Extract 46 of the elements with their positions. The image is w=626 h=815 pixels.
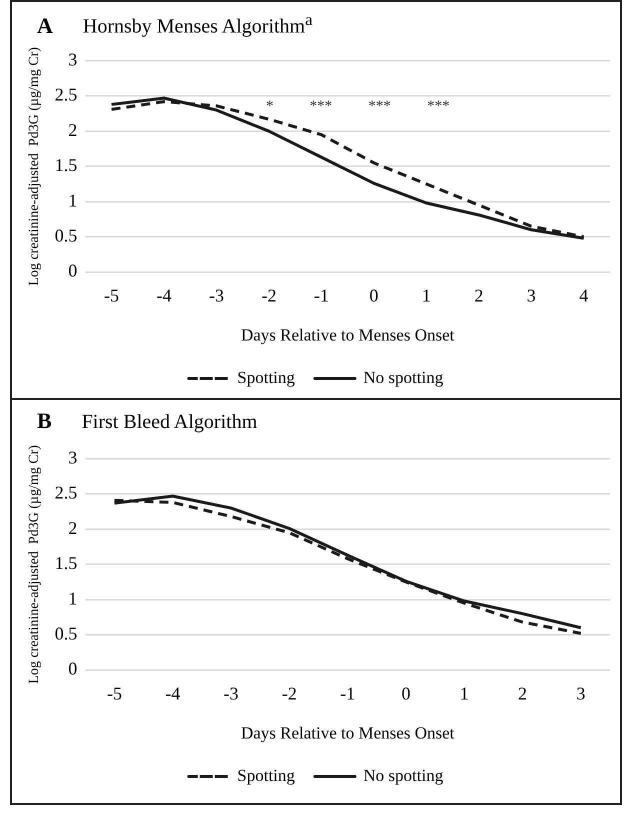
y-tick-label: 0: [68, 658, 78, 679]
x-tick-label: 0: [369, 286, 378, 306]
x-tick-label: -5: [106, 684, 122, 704]
x-tick-label: -4: [156, 286, 172, 306]
text: A: [37, 12, 53, 39]
x-tick-label: -4: [165, 684, 180, 704]
text: B: [37, 408, 52, 434]
y-tick-label: 2: [68, 518, 78, 538]
x-axis-title: Days Relative to Menses Onset: [240, 325, 455, 344]
legend-label: Spotting: [237, 368, 296, 387]
legend-label: No spotting: [363, 766, 444, 785]
x-tick-label: -1: [340, 684, 356, 704]
x-tick-label: -5: [104, 286, 120, 306]
legend-label: No spotting: [363, 368, 444, 387]
x-tick-label: -3: [224, 684, 239, 704]
x-tick-label: 1: [422, 286, 431, 306]
y-axis-title: Log creatinine-adjusted Pd3G (µg/mg Cr): [27, 444, 42, 684]
y-tick-label: 0.5: [54, 624, 78, 644]
y-tick-label: 0: [68, 260, 78, 281]
y-tick-label: 1.5: [54, 155, 78, 176]
y-tick-label: 1.5: [54, 553, 78, 574]
x-tick-label: 2: [474, 286, 484, 306]
y-tick-label: 2.5: [54, 482, 78, 503]
x-tick-label: -2: [261, 286, 276, 306]
x-tick-label: 1: [460, 684, 469, 704]
annotation: * *** *** ***: [266, 98, 450, 115]
y-tick-label: 3: [68, 50, 78, 70]
chart-title: Hornsby Menses Algorithm$^{a}$: [82, 10, 313, 39]
y-tick-label: 1: [68, 190, 78, 210]
y-tick-label: 2: [68, 120, 78, 140]
x-tick-label: 3: [576, 684, 586, 704]
x-tick-label: 0: [401, 684, 410, 704]
x-tick-label: -2: [282, 684, 297, 704]
x-tick-label: -1: [314, 286, 329, 306]
chart-title: First Bleed Algorithm: [82, 411, 258, 434]
x-tick-label: 2: [518, 684, 528, 704]
legend-label: Spotting: [237, 766, 296, 785]
x-tick-label: 3: [526, 286, 536, 306]
y-tick-label: 1: [68, 588, 78, 608]
x-tick-label: 4: [579, 286, 588, 306]
y-tick-label: 2.5: [54, 84, 78, 105]
x-tick-label: -3: [208, 286, 224, 306]
y-tick-label: 0.5: [54, 226, 78, 246]
x-axis-title: Days Relative to Menses Onset: [240, 723, 455, 742]
y-tick-label: 3: [68, 448, 78, 468]
y-axis-title: Log creatinine-adjusted Pd3G (µg/mg Cr): [27, 46, 42, 286]
